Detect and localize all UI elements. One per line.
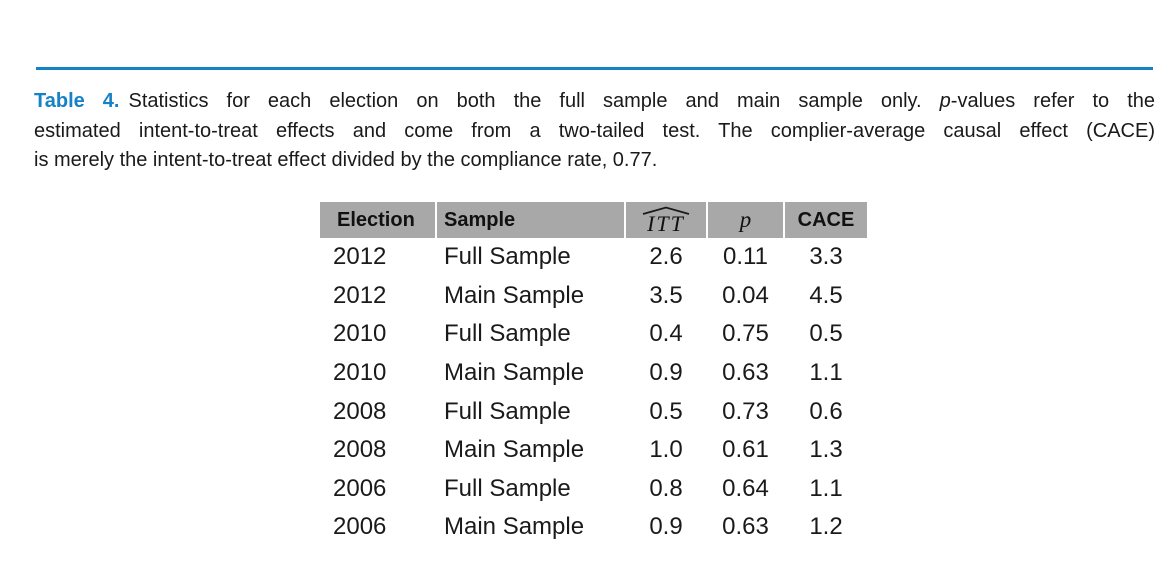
cell-cace: 4.5 (809, 281, 843, 309)
cell-p: 0.73 (722, 397, 769, 425)
caption-text-2: -values refer to the (950, 90, 1156, 112)
cell-itt: 1.0 (649, 436, 683, 464)
cell-sample: Full Sample (444, 320, 571, 348)
itt-label: ITT (647, 210, 685, 236)
statistics-table: Election Sample ITT p CACE 2012 Full Samp… (320, 202, 867, 547)
caption-line-3: is merely the intent-to-treat effect div… (34, 149, 658, 171)
cell-cace: 3.3 (809, 243, 843, 271)
cell-itt: 0.9 (649, 513, 683, 541)
caption-text-1: Statistics for each election on both the… (128, 90, 940, 112)
cell-itt: 3.5 (649, 281, 683, 309)
cell-election: 2006 (333, 513, 387, 541)
cell-p: 0.04 (722, 281, 769, 309)
cell-cace: 1.1 (809, 359, 843, 387)
caption-italic-p: p (939, 90, 951, 112)
header-itt-hat: ITT (626, 202, 706, 238)
cell-sample: Full Sample (444, 243, 571, 271)
cell-sample: Full Sample (444, 397, 571, 425)
cell-cace: 0.6 (809, 397, 843, 425)
cell-sample: Main Sample (444, 281, 585, 309)
header-cace: CACE (785, 202, 867, 238)
table-number-label: Table 4. (34, 90, 120, 112)
cell-p: 0.11 (723, 243, 768, 271)
table-row: 2010 Full Sample 0.4 0.75 0.5 (320, 315, 867, 354)
table-row: 2006 Main Sample 0.9 0.63 1.2 (320, 508, 867, 547)
cell-election: 2012 (333, 281, 387, 309)
itt-math-symbol: ITT (641, 206, 691, 235)
cell-sample: Main Sample (444, 359, 585, 387)
cell-election: 2008 (333, 397, 387, 425)
cell-election: 2010 (333, 320, 387, 348)
table-row: 2010 Main Sample 0.9 0.63 1.1 (320, 354, 867, 393)
header-election: Election (320, 202, 435, 238)
section-divider-rule (36, 67, 1153, 70)
cell-sample: Main Sample (444, 436, 585, 464)
cell-election: 2010 (333, 359, 387, 387)
header-sample: Sample (437, 202, 624, 238)
cell-itt: 0.8 (649, 474, 683, 502)
table-row: 2006 Full Sample 0.8 0.64 1.1 (320, 470, 867, 509)
cell-p: 0.63 (722, 359, 769, 387)
cell-p: 0.61 (722, 436, 769, 464)
cell-itt: 0.9 (649, 359, 683, 387)
cell-election: 2008 (333, 436, 387, 464)
table-row: 2012 Main Sample 3.5 0.04 4.5 (320, 277, 867, 316)
header-p-value: p (708, 202, 783, 238)
table-caption: Table 4. Statistics for each election on … (34, 87, 1155, 176)
caption-line-2: estimated intent-to-treat effects and co… (34, 119, 1155, 142)
cell-itt: 2.6 (649, 243, 683, 271)
cell-sample: Main Sample (444, 513, 585, 541)
cell-itt: 0.4 (649, 320, 683, 348)
cell-p: 0.64 (722, 474, 769, 502)
table-row: 2008 Full Sample 0.5 0.73 0.6 (320, 392, 867, 431)
cell-cace: 1.1 (809, 474, 843, 502)
cell-cace: 1.3 (809, 436, 843, 464)
table-body: 2012 Full Sample 2.6 0.11 3.3 2012 Main Sample… (320, 238, 867, 547)
cell-election: 2006 (333, 474, 387, 502)
caption-line-1: Table 4. Statistics for each election on … (34, 87, 1155, 117)
cell-p: 0.75 (722, 320, 769, 348)
cell-itt: 0.5 (649, 397, 683, 425)
table-header-row: Election Sample ITT p CACE (320, 202, 867, 238)
table-row: 2012 Full Sample 2.6 0.11 3.3 (320, 238, 867, 277)
cell-p: 0.63 (722, 513, 769, 541)
cell-cace: 1.2 (809, 513, 843, 541)
wide-hat-icon (642, 206, 690, 215)
cell-sample: Full Sample (444, 474, 571, 502)
cell-election: 2012 (333, 243, 387, 271)
cell-cace: 0.5 (809, 320, 843, 348)
p-label: p (739, 207, 752, 232)
table-row: 2008 Main Sample 1.0 0.61 1.3 (320, 431, 867, 470)
